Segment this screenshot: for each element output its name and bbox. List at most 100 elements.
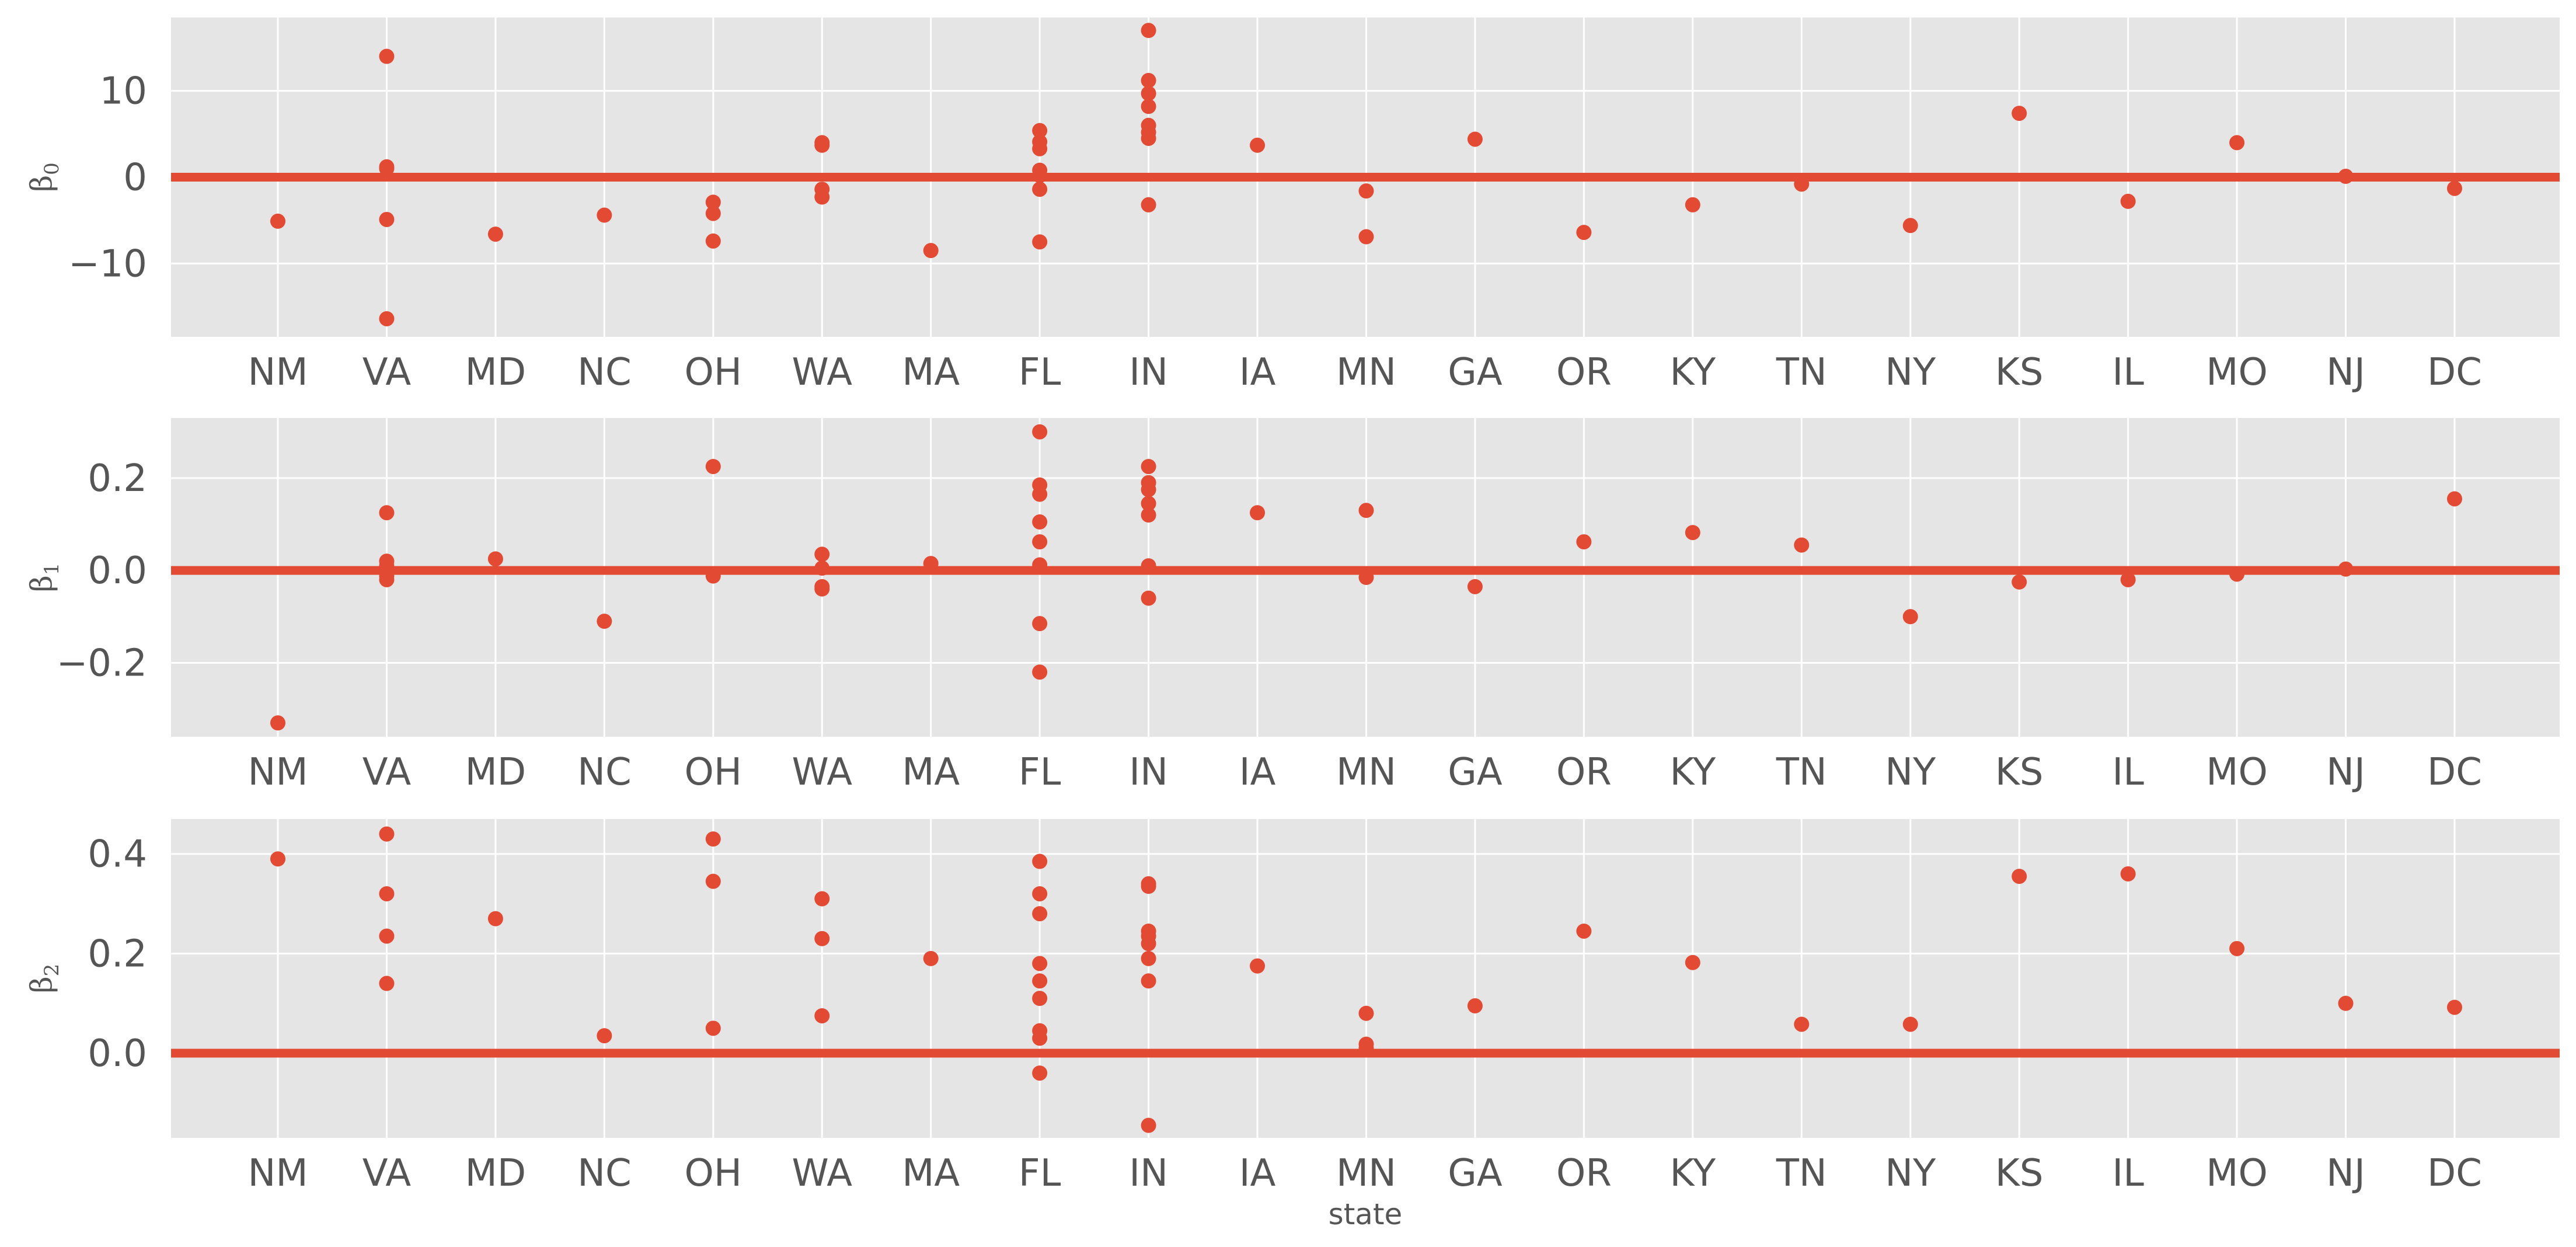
x-tick-label: KS bbox=[1995, 1152, 2044, 1195]
data-point-in bbox=[1141, 72, 1156, 88]
x-tick-label: DC bbox=[2427, 751, 2482, 794]
x-tick-label: GA bbox=[1448, 1152, 1503, 1195]
y-tick-label: −0.2 bbox=[57, 642, 147, 685]
x-tick-label: TN bbox=[1776, 1152, 1827, 1195]
x-tick-label: NY bbox=[1885, 351, 1936, 394]
data-point-nj bbox=[2338, 995, 2354, 1011]
y-axis-label: β2 bbox=[25, 964, 64, 994]
x-tick-label: KS bbox=[1995, 751, 2044, 794]
panel-1: NM VA MD NC OH WA MA FL IN IA MN GA OR KY TN NY KS IL MO NJ… bbox=[25, 18, 2560, 394]
data-point-va bbox=[379, 311, 395, 326]
x-tick-label: NJ bbox=[2326, 751, 2365, 794]
data-point-il bbox=[2120, 866, 2136, 882]
x-tick-label: OR bbox=[1556, 1152, 1612, 1195]
x-tick-label: NC bbox=[577, 751, 632, 794]
data-point-nc bbox=[597, 1028, 612, 1044]
x-tick-label: MD bbox=[465, 1152, 527, 1195]
data-point-dc bbox=[2447, 491, 2462, 507]
data-point-fl bbox=[1032, 1030, 1048, 1046]
data-point-ks bbox=[2012, 574, 2027, 590]
x-tick-label: IL bbox=[2112, 351, 2144, 394]
x-tick-label: MO bbox=[2206, 751, 2268, 794]
x-tick-label: IA bbox=[1239, 1152, 1276, 1195]
y-axis-label-base: β bbox=[25, 976, 58, 993]
x-tick-label: FL bbox=[1019, 1152, 1061, 1195]
x-tick-label: IN bbox=[1129, 1152, 1168, 1195]
data-point-in bbox=[1141, 936, 1156, 952]
panels: NM VA MD NC OH WA MA FL IN IA MN GA OR KY TN NY KS IL MO NJ… bbox=[25, 18, 2560, 1231]
x-tick-label: OH bbox=[685, 351, 743, 394]
data-point-wa bbox=[814, 137, 830, 153]
data-point-fl bbox=[1032, 141, 1048, 156]
x-tick-label: VA bbox=[362, 351, 412, 394]
data-point-il bbox=[2120, 193, 2136, 209]
data-point-fl bbox=[1032, 616, 1048, 632]
x-tick-label: MA bbox=[902, 1152, 960, 1195]
y-axis-label: β1 bbox=[25, 563, 64, 593]
data-point-mn bbox=[1358, 503, 1374, 518]
x-tick-label: WA bbox=[792, 351, 852, 394]
x-tick-label: DC bbox=[2427, 351, 2482, 394]
data-point-ga bbox=[1467, 579, 1483, 594]
data-point-fl bbox=[1032, 486, 1048, 502]
x-tick-label: TN bbox=[1776, 751, 1827, 794]
data-point-ma bbox=[923, 243, 939, 259]
data-point-va bbox=[379, 976, 395, 991]
y-tick-label: 0.0 bbox=[88, 1032, 147, 1075]
data-point-nc bbox=[597, 614, 612, 629]
data-point-mo bbox=[2229, 135, 2245, 151]
y-axis-label-subscript: 1 bbox=[40, 563, 64, 576]
data-point-fl bbox=[1032, 182, 1048, 197]
x-tick-label: WA bbox=[792, 751, 852, 794]
x-tick-label: TN bbox=[1776, 351, 1827, 394]
data-point-wa bbox=[814, 560, 830, 576]
y-axis-label-base: β bbox=[25, 575, 58, 592]
data-point-in bbox=[1141, 950, 1156, 966]
data-point-ga bbox=[1467, 998, 1483, 1013]
data-point-oh bbox=[705, 194, 721, 210]
data-point-tn bbox=[1794, 537, 1810, 553]
data-point-in bbox=[1141, 590, 1156, 606]
data-point-ky bbox=[1685, 525, 1700, 541]
data-point-in bbox=[1141, 482, 1156, 497]
y-tick-label: −10 bbox=[68, 242, 147, 285]
data-point-fl bbox=[1032, 123, 1048, 138]
x-tick-label: MA bbox=[902, 751, 960, 794]
x-tick-label: IL bbox=[2112, 1152, 2144, 1195]
data-point-oh bbox=[705, 459, 721, 475]
y-tick-label: 0.2 bbox=[88, 457, 147, 500]
data-point-fl bbox=[1032, 424, 1048, 440]
x-tick-label: IN bbox=[1129, 751, 1168, 794]
x-tick-label: IA bbox=[1239, 751, 1276, 794]
data-point-tn bbox=[1794, 176, 1810, 192]
data-point-md bbox=[487, 551, 503, 567]
data-point-wa bbox=[814, 189, 830, 205]
x-tick-label: OR bbox=[1556, 751, 1612, 794]
data-point-ky bbox=[1685, 197, 1700, 213]
y-tick-label: 10 bbox=[100, 70, 147, 113]
data-point-fl bbox=[1032, 514, 1048, 530]
data-point-oh bbox=[705, 568, 721, 584]
data-point-fl bbox=[1032, 956, 1048, 971]
data-point-ia bbox=[1250, 958, 1266, 974]
data-point-ma bbox=[923, 950, 939, 966]
panel-2: NM VA MD NC OH WA MA FL IN IA MN GA OR KY TN NY KS IL MO NJ… bbox=[25, 418, 2560, 794]
data-point-tn bbox=[1794, 1016, 1810, 1032]
data-point-in bbox=[1141, 197, 1156, 213]
x-tick-label: MA bbox=[902, 351, 960, 394]
data-point-mn bbox=[1358, 229, 1374, 245]
data-point-nm bbox=[270, 715, 285, 731]
data-point-wa bbox=[814, 1008, 830, 1023]
data-point-fl bbox=[1032, 886, 1048, 901]
x-tick-label: KY bbox=[1669, 351, 1716, 394]
data-point-nm bbox=[270, 213, 285, 229]
x-tick-label: IL bbox=[2112, 751, 2144, 794]
data-point-fl bbox=[1032, 168, 1048, 183]
data-point-oh bbox=[705, 205, 721, 221]
x-tick-label: NJ bbox=[2326, 1152, 2365, 1195]
data-point-fl bbox=[1032, 973, 1048, 989]
x-axis-label: state bbox=[1329, 1197, 1403, 1231]
x-tick-label: NJ bbox=[2326, 351, 2365, 394]
data-point-ia bbox=[1250, 505, 1266, 521]
data-point-nm bbox=[270, 851, 285, 867]
